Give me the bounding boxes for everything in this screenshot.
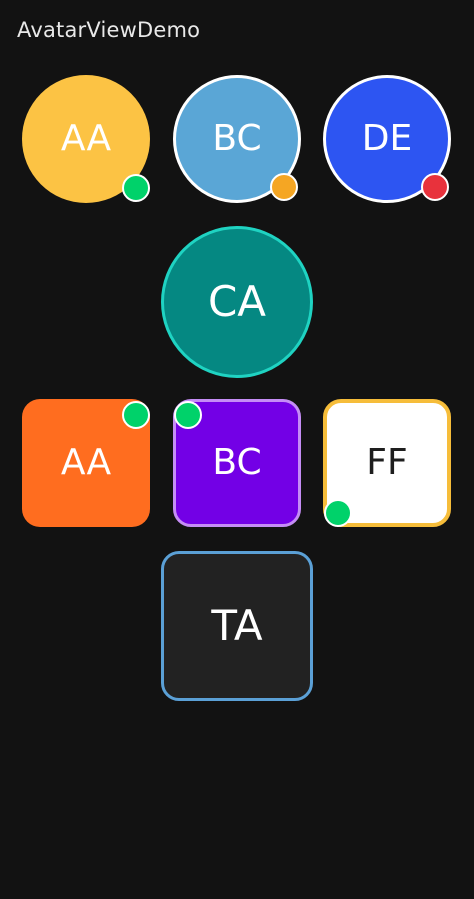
avatar-initials: AA bbox=[60, 442, 112, 483]
avatar-ca-circle[interactable]: CA bbox=[161, 226, 313, 378]
avatar-initials: CA bbox=[207, 277, 267, 326]
avatar-initials: BC bbox=[212, 442, 262, 483]
status-online-dot bbox=[174, 401, 202, 429]
avatar-initials: TA bbox=[211, 601, 263, 650]
avatar-aa-circle[interactable]: AA bbox=[22, 75, 150, 203]
status-away-dot bbox=[270, 173, 298, 201]
avatar-initials: AA bbox=[60, 118, 112, 159]
avatar-initials: DE bbox=[361, 118, 413, 159]
status-online-dot bbox=[122, 401, 150, 429]
avatar-ta-square[interactable]: TA bbox=[161, 551, 313, 701]
status-busy-dot bbox=[421, 173, 449, 201]
app-title: AvatarViewDemo bbox=[17, 18, 201, 42]
status-online-dot bbox=[324, 499, 352, 527]
status-online-dot bbox=[122, 174, 150, 202]
avatar-initials: BC bbox=[212, 118, 262, 159]
avatar-initials: FF bbox=[366, 442, 408, 483]
